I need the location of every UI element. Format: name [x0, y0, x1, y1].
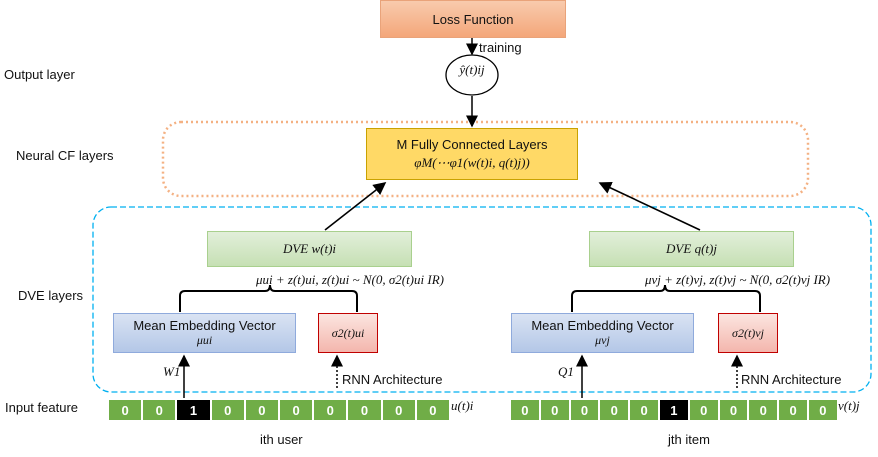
item-input-cell: 1: [659, 399, 689, 421]
user-sigma-symbol: σ2(t)ui: [331, 325, 365, 340]
item-mean-symbol: μvj: [595, 333, 610, 347]
user-input-cell: 0: [279, 399, 314, 421]
user-input-cell: 0: [108, 399, 143, 421]
user-input-cell: 0: [347, 399, 382, 421]
item-input-cell: 0: [808, 399, 838, 421]
row-label-output: Output layer: [4, 67, 75, 82]
item-mean-embedding-box: Mean Embedding Vector μvj: [511, 313, 694, 353]
user-input-cell: 0: [210, 399, 245, 421]
item-input-cell: 0: [569, 399, 600, 421]
item-caption: jth item: [668, 432, 710, 447]
output-node-label: ŷ(t)ij: [459, 62, 485, 77]
user-input-cell: 0: [244, 399, 279, 421]
user-vector-label: u(t)i: [451, 398, 474, 413]
item-sigma-symbol: σ2(t)vj: [732, 325, 764, 340]
user-input-cell: 0: [313, 399, 348, 421]
item-dve-box: DVE q(t)j: [589, 231, 794, 267]
item-mean-label: Mean Embedding Vector: [531, 318, 674, 333]
user-mean-label: Mean Embedding Vector: [133, 318, 276, 333]
user-weight-label: W1: [163, 364, 181, 379]
item-weight-label: Q1: [558, 364, 574, 379]
user-dve-equation: μui + z(t)ui, z(t)ui ~ N(0, σ2(t)ui IR): [256, 272, 444, 287]
item-sigma-box: σ2(t)vj: [718, 313, 778, 353]
item-input-cell: 0: [539, 399, 570, 421]
user-dve-box: DVE w(t)i: [207, 231, 412, 267]
user-sigma-box: σ2(t)ui: [318, 313, 378, 353]
user-input-cell: 0: [381, 399, 416, 421]
loss-function-box: Loss Function: [380, 0, 566, 38]
user-input-cell: 0: [415, 399, 450, 421]
item-input-cell: 0: [510, 399, 540, 421]
dve-container: [92, 206, 872, 393]
item-input-cell: 0: [688, 399, 719, 421]
item-vector-label: v(t)j: [838, 398, 860, 413]
user-input-cell: 0: [142, 399, 177, 421]
item-input-cell: 0: [629, 399, 659, 421]
neural-cf-container: [161, 120, 810, 198]
user-rnn-label: RNN Architecture: [342, 372, 443, 387]
user-mean-symbol: μui: [196, 333, 213, 347]
user-input-cell: 1: [176, 399, 211, 421]
item-input-cell: 0: [718, 399, 749, 421]
item-dve-equation: μvj + z(t)vj, z(t)vj ~ N(0, σ2(t)vj IR): [645, 272, 831, 287]
user-caption: ith user: [260, 432, 303, 447]
fc-formula: φM(⋯φ1(w(t)i, q(t)j)): [414, 155, 530, 170]
training-label: training: [479, 40, 522, 55]
item-input-cell: 0: [748, 399, 779, 421]
row-label-input: Input feature: [5, 400, 78, 415]
fc-title: M Fully Connected Layers: [396, 137, 548, 152]
item-dve-label: DVE q(t)j: [666, 241, 717, 256]
item-rnn-label: RNN Architecture: [741, 372, 842, 387]
loss-function-label: Loss Function: [432, 11, 514, 27]
item-input-cell: 0: [778, 399, 808, 421]
item-input-cell: 0: [599, 399, 630, 421]
fully-connected-box: M Fully Connected Layers φM(⋯φ1(w(t)i, q…: [366, 128, 578, 180]
user-mean-embedding-box: Mean Embedding Vector μui: [113, 313, 296, 353]
row-label-neural-cf: Neural CF layers: [16, 148, 114, 163]
user-dve-label: DVE w(t)i: [282, 241, 337, 256]
row-label-dve: DVE layers: [18, 288, 84, 303]
